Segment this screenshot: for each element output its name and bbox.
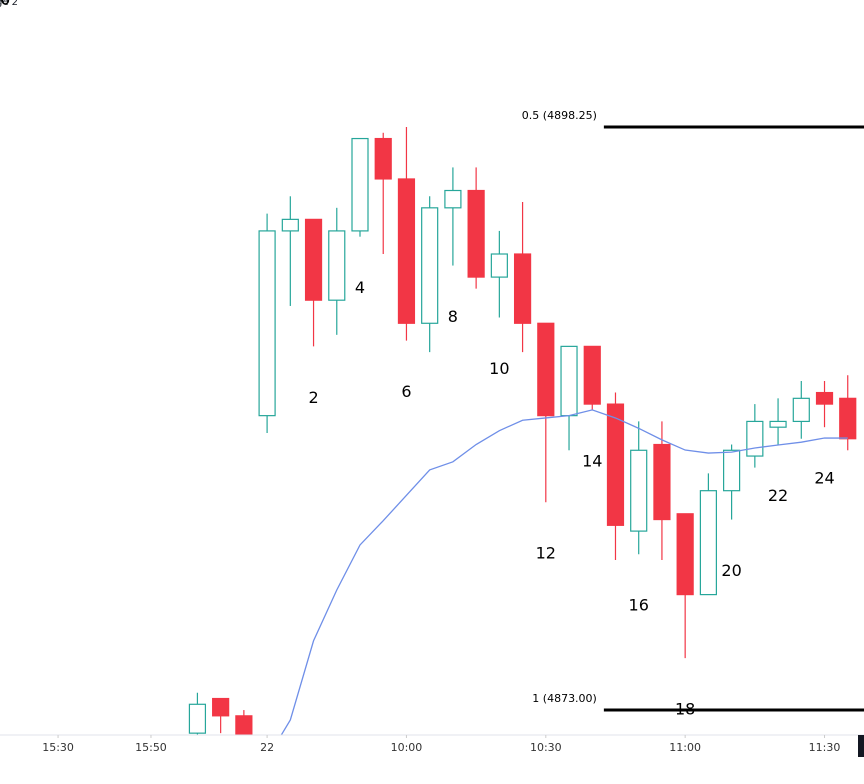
bar-count: 26: [0, 0, 10, 9]
x-tick-label: 22: [260, 741, 274, 754]
bar-count: 24: [814, 469, 834, 488]
bar-count: 10: [489, 359, 509, 378]
candle-body: [839, 397, 857, 440]
x-tick-label: 15:30: [42, 741, 74, 754]
candle-body: [653, 443, 671, 521]
candle-body: [560, 345, 578, 417]
candle-body: [397, 178, 416, 324]
candle-body: [328, 230, 346, 301]
candle-body: [815, 391, 834, 405]
candle-body: [281, 218, 299, 232]
fib-label: 1 (4873.00): [532, 692, 597, 705]
candle-body: [606, 403, 625, 526]
candle-body: [258, 230, 276, 417]
x-tick-label: 10:30: [530, 741, 562, 754]
cursor-marker: [858, 735, 864, 757]
bar-count: 2: [308, 388, 318, 407]
fib-label: 0.5 (4898.25): [522, 109, 597, 122]
bar-count: 20: [721, 561, 741, 580]
bar-count: 8: [448, 307, 458, 326]
bar-count: 12: [536, 544, 556, 563]
bar-count: 22: [768, 486, 788, 505]
bar-count: 16: [629, 596, 649, 615]
x-tick-label: 11:30: [809, 741, 841, 754]
candle-body: [444, 189, 462, 209]
candle-body: [513, 253, 532, 324]
bar-count: 18: [675, 700, 695, 719]
candle-body: [537, 322, 555, 417]
candle-body: [188, 703, 207, 734]
candle-body: [235, 715, 253, 735]
x-tick-label: 10:00: [391, 741, 423, 754]
candle-body: [374, 137, 392, 180]
x-tick-label: 11:00: [669, 741, 701, 754]
candle-body: [421, 207, 439, 324]
x-tick-label: 15:50: [135, 741, 167, 754]
bar-count: 6: [401, 382, 411, 401]
candle-body: [676, 513, 694, 596]
candle-body: [630, 449, 648, 532]
corner-text: ge 2: [0, 0, 18, 8]
candle-body: [490, 253, 508, 278]
ema-line: [280, 409, 848, 735]
candle-body: [212, 697, 230, 717]
candle-body: [746, 420, 764, 457]
bar-count: 4: [355, 278, 365, 297]
candle-body: [467, 189, 485, 278]
candle-body: [769, 420, 787, 428]
candle-body: [723, 449, 741, 492]
candle-body: [304, 218, 323, 301]
plot-area: [188, 127, 857, 735]
bar-count: 14: [582, 451, 602, 470]
candle-body: [583, 345, 601, 405]
candle-body: [792, 397, 810, 423]
candle-body: [699, 490, 717, 596]
candle-body: [351, 137, 369, 232]
